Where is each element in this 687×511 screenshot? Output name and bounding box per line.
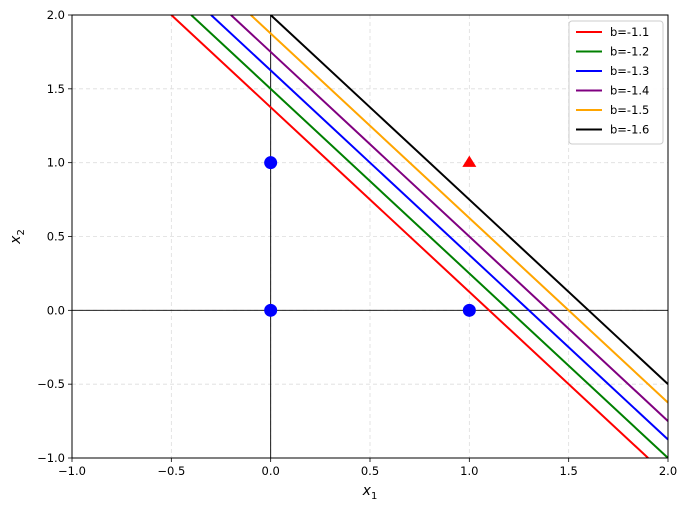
- data-points: [264, 155, 477, 317]
- legend-label: b=-1.4: [610, 84, 649, 98]
- legend-label: b=-1.6: [610, 123, 649, 137]
- x-axis-label-subscript: 1: [371, 491, 377, 502]
- x-axis-label-base: x: [362, 483, 372, 499]
- x-tick-label: 0.0: [262, 464, 280, 478]
- y-axis-label-subscript: 2: [16, 229, 27, 235]
- x-tick-label: 0.5: [361, 464, 379, 478]
- series-line-4: [230, 15, 668, 422]
- x-tick-label: 2.0: [659, 464, 677, 478]
- y-axis-label-base: x: [8, 235, 24, 245]
- data-point-triangle: [462, 155, 477, 167]
- x-axis-label: x1: [362, 483, 378, 502]
- y-tick-label: −1.0: [37, 451, 65, 465]
- y-tick-label: 1.0: [47, 156, 65, 170]
- series-line-5: [250, 15, 668, 404]
- y-axis-label: x2: [8, 229, 27, 245]
- x-tick-label: −0.5: [157, 464, 185, 478]
- x-tick-label: −1.0: [58, 464, 86, 478]
- y-tick-label: −0.5: [37, 377, 65, 391]
- y-tick-label: 0.0: [47, 303, 65, 317]
- legend-label: b=-1.5: [610, 103, 649, 117]
- data-point-circle: [264, 156, 278, 170]
- axis-ticks: −1.0 −0.5 0.0 0.5 1.0 1.5 2.0 −1.0 −0.5 0.0 0.5 1.0…: [37, 8, 677, 478]
- series-line-6: [269, 15, 668, 385]
- y-tick-label: 2.0: [47, 8, 65, 22]
- series-line-1: [170, 15, 649, 458]
- y-tick-label: 0.5: [47, 230, 65, 244]
- legend-label: b=-1.3: [610, 64, 649, 78]
- y-tick-label: 1.5: [47, 82, 65, 96]
- series-line-2: [190, 15, 668, 458]
- series-line-3: [210, 15, 668, 441]
- legend-label: b=-1.2: [610, 45, 649, 59]
- x-tick-label: 1.0: [460, 464, 478, 478]
- series-lines: [170, 15, 668, 458]
- x-tick-label: 1.5: [560, 464, 578, 478]
- legend-label: b=-1.1: [610, 25, 649, 39]
- data-point-circle: [264, 303, 278, 317]
- legend: b=-1.1 b=-1.2 b=-1.3 b=-1.4 b=-1.5 b=-1.6: [568, 20, 664, 145]
- data-point-circle: [462, 303, 476, 317]
